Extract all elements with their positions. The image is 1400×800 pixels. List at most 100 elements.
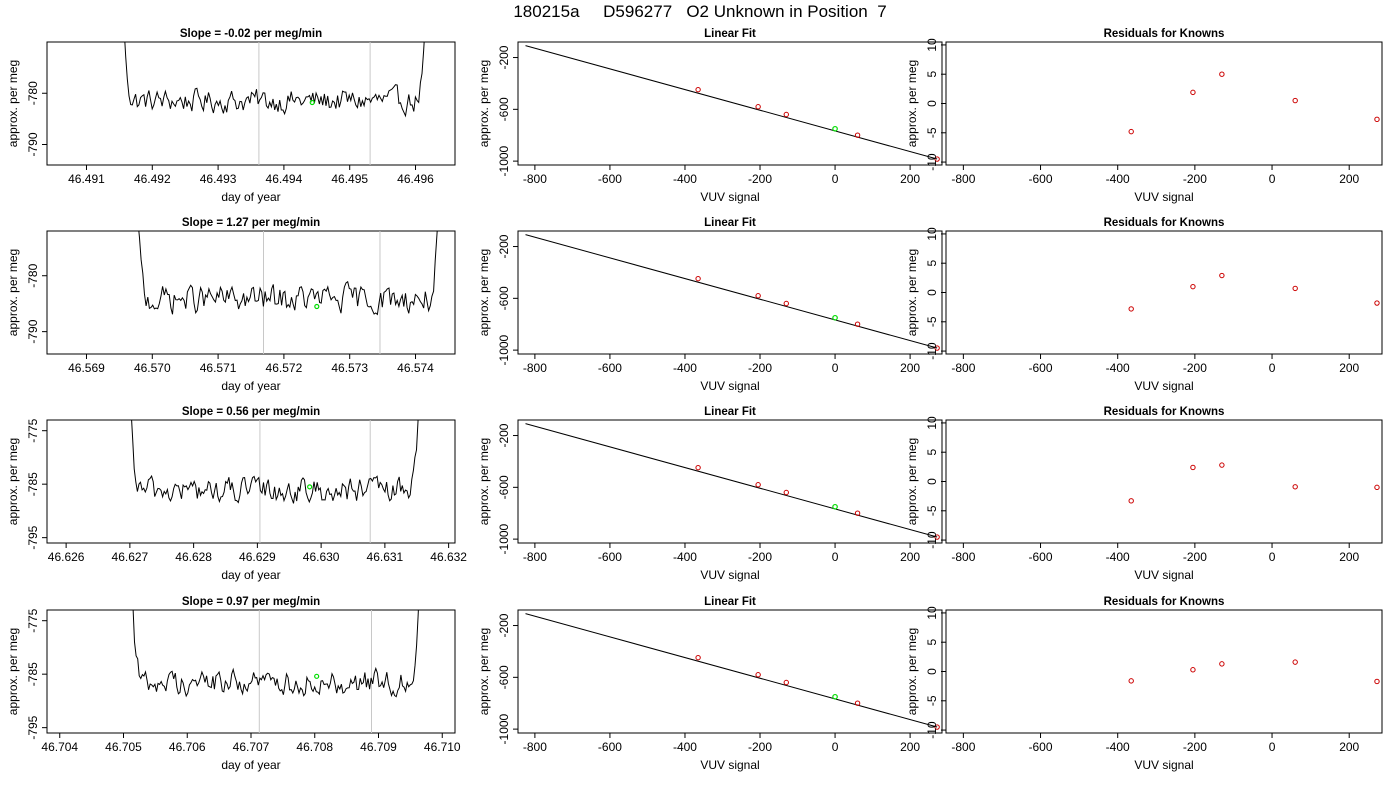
x-tick-label: -800 <box>951 740 975 754</box>
y-axis-label: approx. per meg <box>905 60 919 147</box>
unknown-point <box>832 693 838 700</box>
y-axis-label: approx. per meg <box>905 628 919 715</box>
known-point <box>783 111 789 118</box>
x-tick-label: 200 <box>1339 550 1359 564</box>
y-tick-label: -600 <box>497 665 511 689</box>
known-point <box>695 275 701 282</box>
x-tick-label: -200 <box>748 361 772 375</box>
x-tick-label: 200 <box>1339 740 1359 754</box>
y-tick-label: 5 <box>925 260 939 267</box>
y-tick-label: -775 <box>26 608 40 632</box>
y-tick-label: -1000 <box>497 523 511 554</box>
y-tick-label: -1000 <box>497 334 511 365</box>
x-tick-label: 200 <box>1339 361 1359 375</box>
plot-frame <box>517 41 943 166</box>
residual-point <box>1292 97 1298 104</box>
x-tick-label: -400 <box>673 740 697 754</box>
residual-point <box>1374 484 1380 491</box>
residual-point <box>1190 89 1196 96</box>
x-tick-label: 46.492 <box>134 172 171 186</box>
panel-title: Linear Fit <box>704 596 756 608</box>
x-tick-label: 46.493 <box>200 172 237 186</box>
y-tick-label: -600 <box>497 286 511 310</box>
x-axis-label: day of year <box>221 568 280 582</box>
x-tick-label: 0 <box>1269 550 1276 564</box>
figure-title: 180215a D596277 O2 Unknown in Position 7 <box>513 2 887 21</box>
x-tick-label: 200 <box>900 172 920 186</box>
known-point <box>755 482 761 488</box>
slope-title: Slope = 0.56 per meg/min <box>182 406 320 418</box>
x-tick-label: 0 <box>832 172 839 186</box>
x-tick-label: 46.704 <box>41 740 78 754</box>
panel-row3-trace: Slope = 0.56 per meg/min 46.626 46.627 46.6… <box>6 406 467 582</box>
y-tick-label: -10 <box>925 721 939 739</box>
x-tick-label: 46.626 <box>48 550 85 564</box>
x-tick-label: -800 <box>951 172 975 186</box>
raw-trace <box>131 420 419 504</box>
known-point <box>783 300 789 307</box>
residual-point <box>1128 678 1134 684</box>
residual-point <box>1292 659 1298 665</box>
residual-point <box>1219 71 1225 77</box>
x-axis-label: VUV signal <box>700 758 759 772</box>
x-tick-label: 46.708 <box>296 740 333 754</box>
residual-point <box>1219 661 1225 667</box>
residual-point <box>1219 462 1225 468</box>
unknown-point <box>309 99 315 106</box>
x-tick-label: -800 <box>523 172 547 186</box>
x-tick-label: 0 <box>1269 172 1276 186</box>
x-tick-label: -400 <box>1106 740 1130 754</box>
y-tick-label: 10 <box>925 606 939 620</box>
x-tick-label: 46.709 <box>360 740 397 754</box>
x-tick-label: 46.707 <box>233 740 270 754</box>
known-point <box>934 534 940 540</box>
raw-trace <box>124 42 425 118</box>
known-point <box>934 724 940 730</box>
known-point <box>755 293 761 299</box>
y-tick-label: -1000 <box>497 145 511 176</box>
known-point <box>695 464 701 471</box>
y-tick-label: 5 <box>925 639 939 646</box>
known-point <box>854 321 861 327</box>
x-tick-label: 46.573 <box>331 361 368 375</box>
x-tick-label: 46.630 <box>303 550 340 564</box>
y-axis-label: approx. per meg <box>477 60 491 147</box>
known-point <box>934 156 940 162</box>
panel-row1-residuals: Residuals for Knowns -800 -600 -400 -200 0 200… <box>905 28 1383 204</box>
plot-frame <box>945 609 1383 734</box>
known-point <box>854 700 861 706</box>
panel-row3-linear-fit: Linear Fit -800 -600 -400 -200 0 200 -1000 -600 -… <box>477 406 943 582</box>
panel-row2-trace: Slope = 1.27 per meg/min 46.569 46.570 46.5… <box>6 217 456 393</box>
x-tick-label: -400 <box>673 550 697 564</box>
panel-title: Residuals for Knowns <box>1104 596 1225 608</box>
y-axis-label: approx. per meg <box>477 628 491 715</box>
x-tick-label: -600 <box>1029 361 1053 375</box>
x-tick-label: -600 <box>598 172 622 186</box>
x-tick-label: 46.572 <box>266 361 303 375</box>
x-tick-label: -400 <box>1106 550 1130 564</box>
raw-trace <box>138 231 438 316</box>
y-tick-label: -200 <box>497 234 511 258</box>
x-tick-label: -800 <box>951 550 975 564</box>
x-tick-label: -400 <box>1106 172 1130 186</box>
x-tick-label: -600 <box>598 361 622 375</box>
y-tick-label: -1000 <box>497 713 511 744</box>
residual-point <box>1374 678 1380 685</box>
x-tick-label: -200 <box>1183 361 1207 375</box>
x-tick-label: 0 <box>832 361 839 375</box>
y-tick-label: -600 <box>497 97 511 121</box>
x-tick-label: -200 <box>748 550 772 564</box>
plot-frame <box>46 609 456 734</box>
x-tick-label: 200 <box>900 550 920 564</box>
x-tick-label: 46.628 <box>175 550 212 564</box>
x-axis-label: day of year <box>221 379 280 393</box>
y-tick-label: -5 <box>925 316 939 327</box>
x-axis-label: VUV signal <box>700 379 759 393</box>
x-axis-label: VUV signal <box>1134 190 1193 204</box>
x-tick-label: -400 <box>673 172 697 186</box>
y-tick-label: -10 <box>925 153 939 171</box>
y-tick-label: -10 <box>925 531 939 549</box>
y-axis-label: approx. per meg <box>477 249 491 336</box>
unknown-point <box>832 503 838 510</box>
x-tick-label: -200 <box>1183 550 1207 564</box>
